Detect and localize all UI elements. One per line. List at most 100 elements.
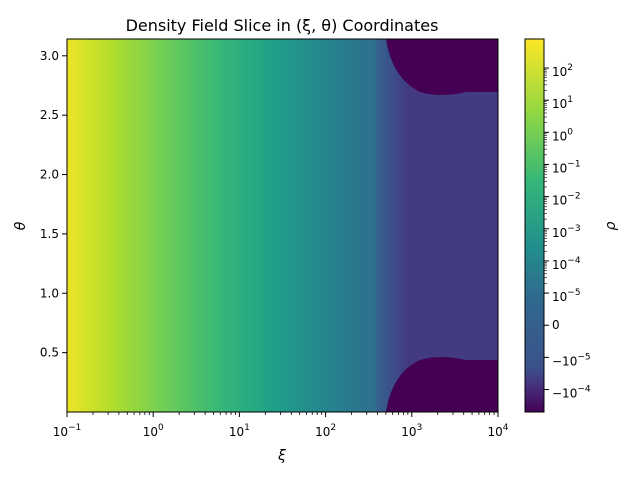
- x-axis: 10−1 100 101 102 103 104: [53, 412, 509, 439]
- heatmap-cell: [476, 39, 481, 412]
- heatmap-cell: [490, 39, 496, 412]
- heatmap-cell: [354, 39, 359, 412]
- heatmap-cell: [404, 39, 409, 412]
- heatmap-cell: [454, 39, 460, 412]
- heatmap-cell: [332, 39, 337, 412]
- low-density-region-top: [386, 39, 498, 95]
- plot-frame: [66, 38, 499, 413]
- heatmap-cell: [465, 39, 470, 412]
- heatmap-cell: [149, 39, 154, 412]
- heatmap-cell: [221, 39, 226, 412]
- heatmap-cell: [494, 39, 498, 412]
- y-tick-label: 3.0: [40, 49, 59, 63]
- heatmap-cell: [318, 39, 323, 412]
- heatmap-cell: [138, 39, 144, 412]
- heatmap-cell: [429, 39, 434, 412]
- heatmap-cell: [336, 39, 341, 412]
- heatmap-cell: [92, 39, 97, 412]
- heatmap-cell: [192, 39, 197, 412]
- heatmap-cell: [235, 39, 240, 412]
- heatmap-cell: [343, 39, 348, 412]
- heatmap-cell: [278, 39, 284, 412]
- colorbar-label: ρ: [603, 221, 619, 230]
- heatmap-cells: [67, 39, 498, 412]
- colorbar-tick-label: 10−1: [552, 159, 581, 175]
- heatmap-cell: [146, 39, 151, 412]
- heatmap-cell: [102, 39, 108, 412]
- heatmap-cell: [296, 39, 302, 412]
- heatmap-cell: [289, 39, 294, 412]
- heatmap-cell: [120, 39, 126, 412]
- heatmap-cell: [128, 39, 133, 412]
- heatmap-cell: [472, 39, 478, 412]
- heatmap-cell: [106, 39, 111, 412]
- heatmap-cell: [246, 39, 251, 412]
- heatmap-cell: [401, 39, 406, 412]
- heatmap-cell: [436, 39, 442, 412]
- heatmap-cell: [135, 39, 140, 412]
- heatmap-cell: [95, 39, 100, 412]
- colorbar-tick-label: −10−4: [552, 385, 591, 401]
- heatmap-cell: [110, 39, 115, 412]
- heatmap-cell: [418, 39, 424, 412]
- heatmap-cell: [397, 39, 402, 412]
- heatmap-cell: [253, 39, 258, 412]
- y-axis: 0.5 1.0 1.5 2.0 2.5 3.0: [40, 49, 67, 360]
- y-tick-label: 1.5: [40, 227, 59, 241]
- colorbar-tick-label: −10−5: [552, 352, 591, 368]
- heatmap-cell: [451, 39, 456, 412]
- heatmap-cell: [217, 39, 223, 412]
- heatmap-cell: [325, 39, 330, 412]
- heatmap-cell: [458, 39, 463, 412]
- y-axis-label: θ: [13, 221, 29, 230]
- x-tick-label: 100: [143, 423, 164, 439]
- heatmap-cell: [293, 39, 298, 412]
- heatmap-cell: [189, 39, 194, 412]
- heatmap-cell: [444, 39, 449, 412]
- heatmap-cell: [117, 39, 122, 412]
- heatmap-cell: [483, 39, 488, 412]
- heatmap-cell: [84, 39, 90, 412]
- x-tick-label: 101: [229, 423, 250, 439]
- heatmap-cell: [357, 39, 363, 412]
- heatmap-cell: [350, 39, 355, 412]
- heatmap-cell: [361, 39, 366, 412]
- heatmap-cell: [163, 39, 169, 412]
- heatmap-cell: [77, 39, 82, 412]
- heatmap-cell: [239, 39, 244, 412]
- heatmap-cell: [282, 39, 287, 412]
- heatmap-cell: [368, 39, 373, 412]
- heatmap-cell: [156, 39, 161, 412]
- y-tick-label: 0.5: [40, 346, 59, 360]
- heatmap-cell: [207, 39, 212, 412]
- chart-title: Density Field Slice in (ξ, θ) Coordinate…: [126, 16, 439, 35]
- heatmap-cell: [440, 39, 445, 412]
- y-tick-label: 1.0: [40, 286, 59, 300]
- heatmap-cell: [268, 39, 273, 412]
- heatmap-cell: [67, 39, 72, 412]
- heatmap-area: [67, 39, 498, 412]
- heatmap-cell: [480, 39, 485, 412]
- heatmap-cell: [426, 39, 431, 412]
- heatmap-cell: [185, 39, 190, 412]
- heatmap-cell: [142, 39, 147, 412]
- heatmap-cell: [99, 39, 104, 412]
- heatmap-cell: [365, 39, 370, 412]
- heatmap-cell: [74, 39, 79, 412]
- heatmap-cell: [113, 39, 118, 412]
- heatmap-cell: [70, 39, 75, 412]
- colorbar-tick-label: 0: [552, 318, 560, 332]
- heatmap-cell: [411, 39, 416, 412]
- heatmap-cell: [153, 39, 158, 412]
- heatmap-cell: [311, 39, 316, 412]
- heatmap-cell: [314, 39, 320, 412]
- heatmap-cell: [415, 39, 420, 412]
- heatmap-cell: [167, 39, 172, 412]
- heatmap-cell: [383, 39, 388, 412]
- heatmap-cell: [264, 39, 269, 412]
- x-tick-label: 103: [401, 423, 422, 439]
- y-tick-label: 2.0: [40, 168, 59, 182]
- heatmap-cell: [271, 39, 276, 412]
- heatmap-cell: [304, 39, 309, 412]
